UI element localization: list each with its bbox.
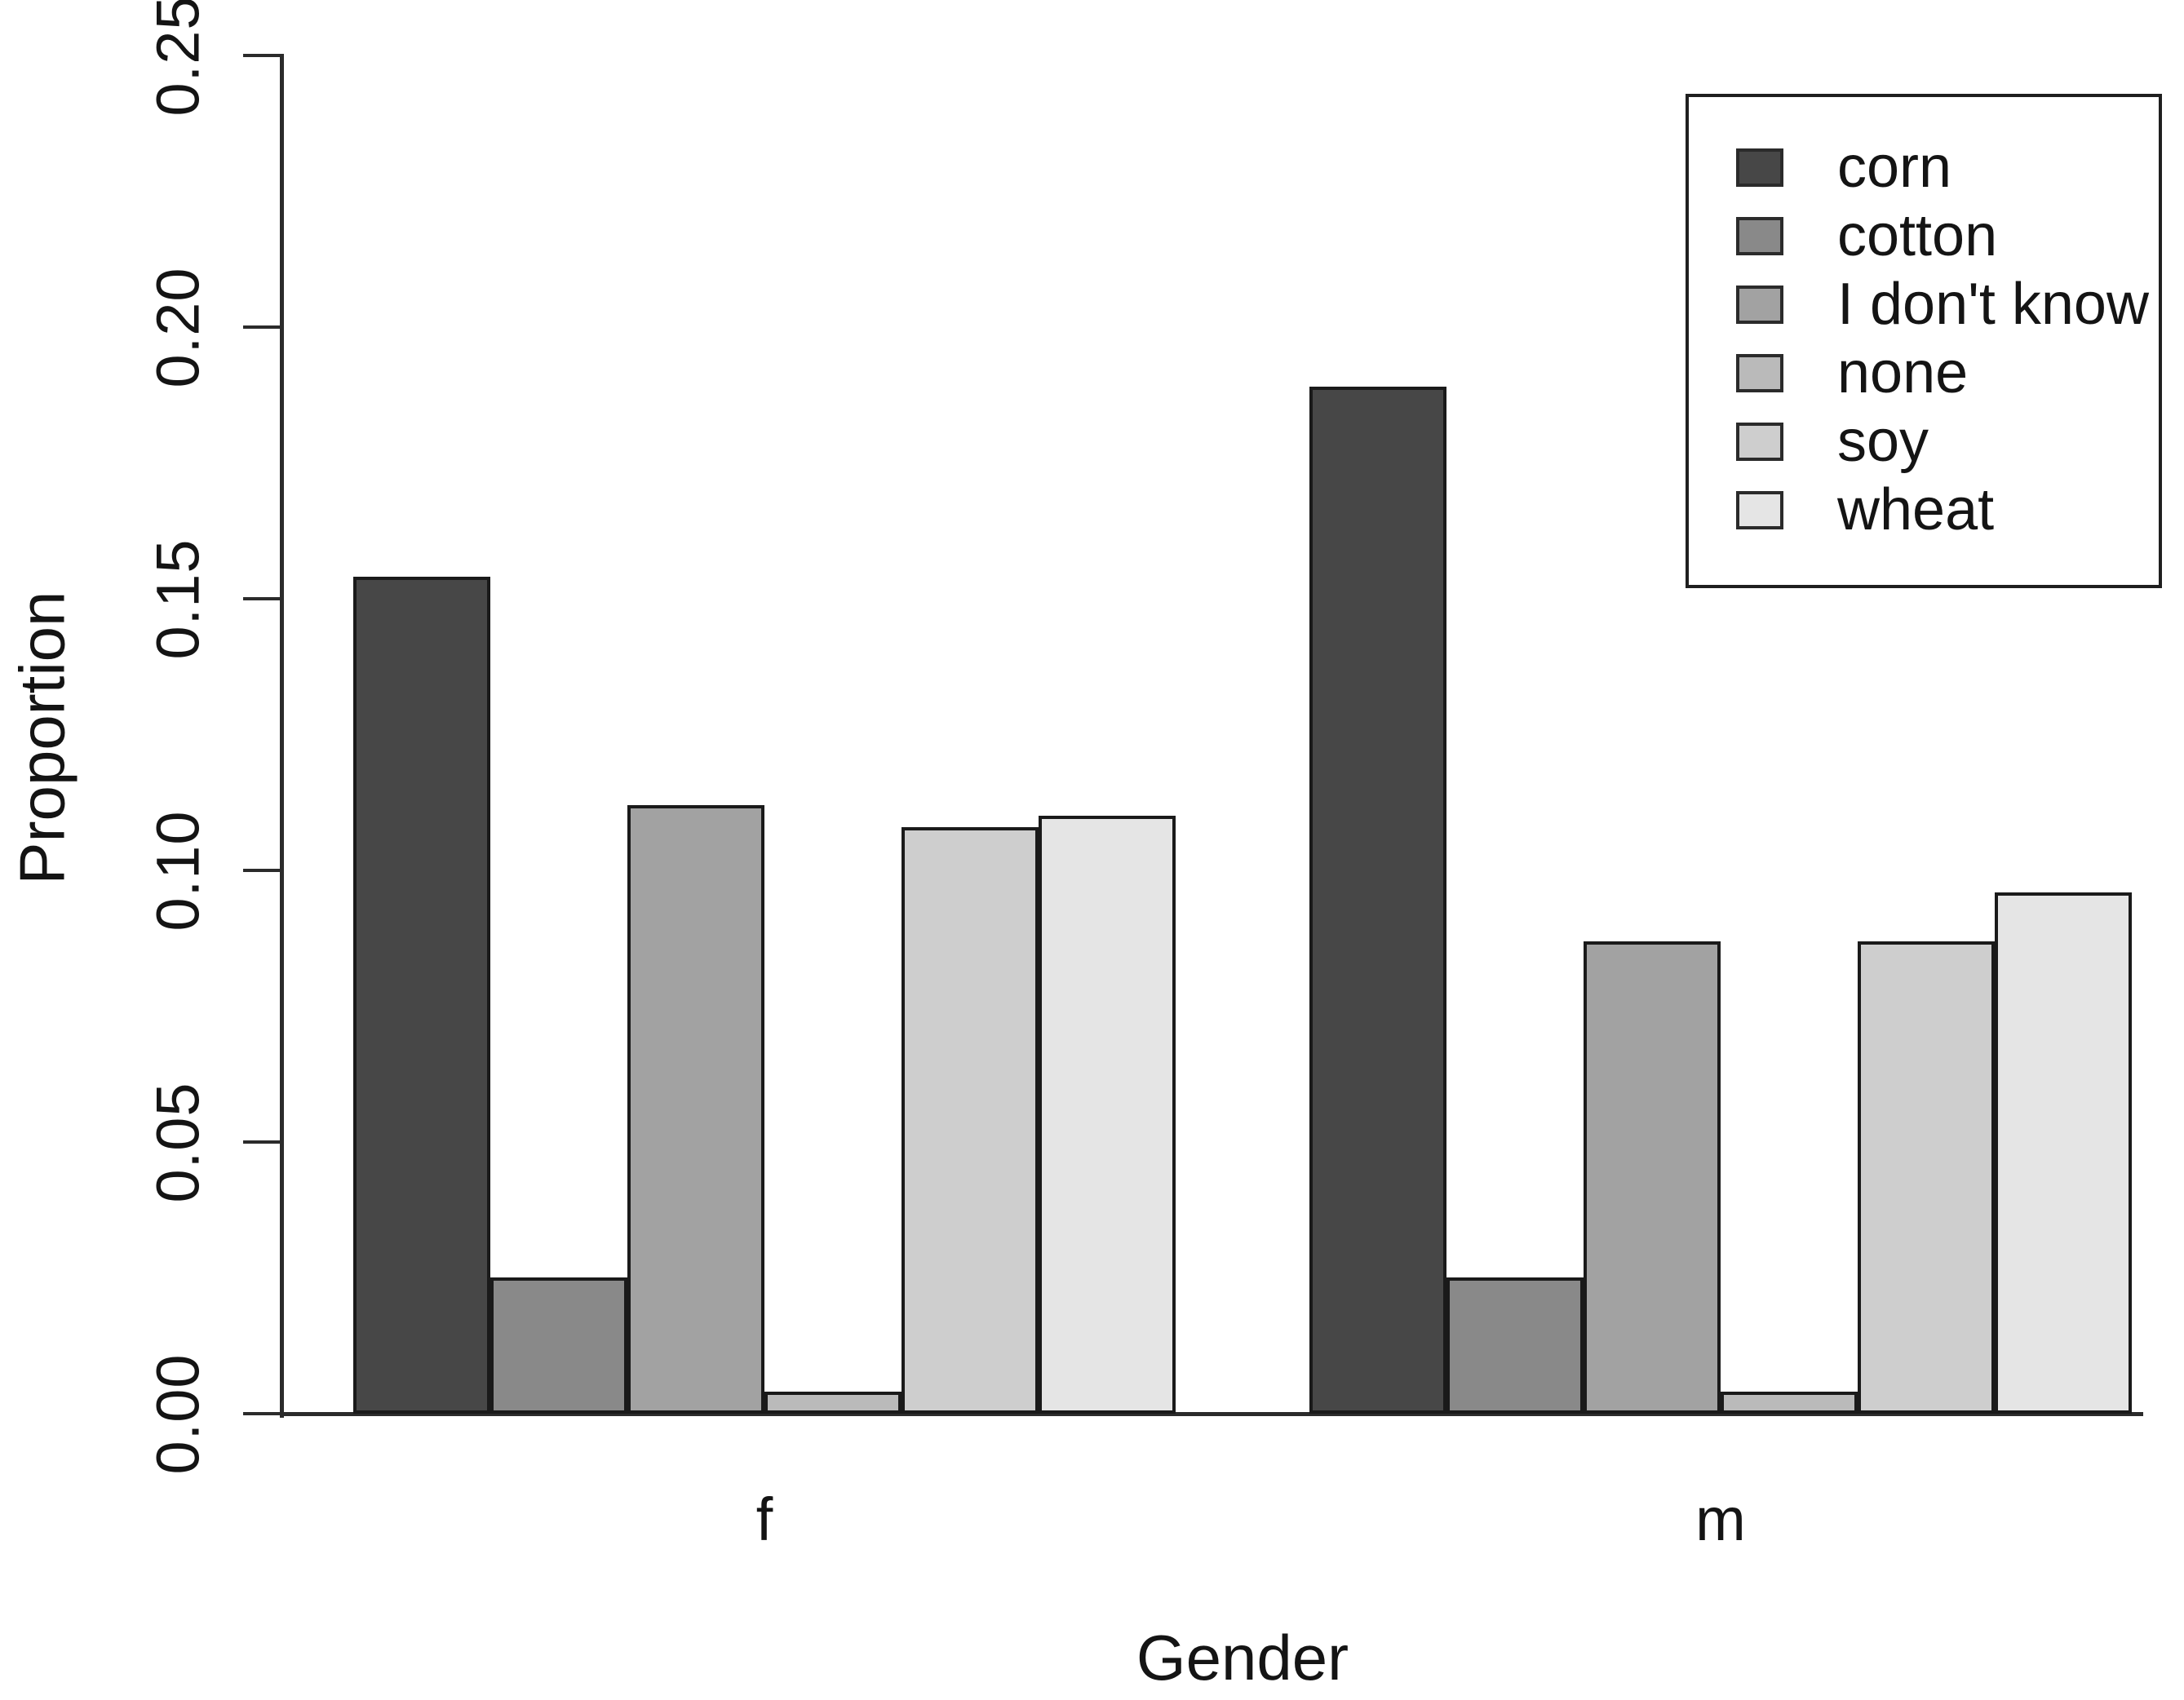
y-axis-title-text: Proportion	[6, 591, 78, 884]
legend-box: corn cotton I don't know none soy wheat	[1686, 94, 2162, 588]
y-tick-label-text: 0.00	[144, 1352, 212, 1475]
legend-item-none: none	[1736, 339, 2159, 407]
legend-swatch-icon	[1736, 422, 1783, 461]
y-tick-0.00	[243, 1412, 282, 1415]
legend-label: corn	[1837, 135, 1952, 200]
legend-item-corn: corn	[1736, 133, 2159, 201]
y-tick-0.05	[243, 1140, 282, 1144]
legend-label: cotton	[1837, 203, 1998, 268]
legend-label: wheat	[1837, 477, 1995, 542]
y-tick-label-text: 0.20	[144, 266, 212, 388]
legend-swatch-icon	[1736, 148, 1783, 187]
bar-m-i-don-t-know	[1584, 941, 1721, 1414]
legend-swatch-icon	[1736, 216, 1783, 255]
legend-label: I don't know	[1837, 272, 2149, 337]
bar-m-soy	[1858, 941, 1995, 1414]
y-tick-label-text: 0.15	[144, 538, 212, 660]
bar-m-corn	[1309, 387, 1446, 1414]
x-category-label-text: f	[755, 1485, 773, 1553]
bar-m-none	[1721, 1392, 1858, 1414]
bar-m-wheat	[1995, 892, 2132, 1414]
y-tick-0.25	[243, 54, 282, 57]
bar-f-i-don-t-know	[627, 805, 764, 1414]
y-tick-0.15	[243, 597, 282, 600]
bar-f-corn	[353, 577, 490, 1414]
legend-label: soy	[1837, 409, 1929, 474]
legend-label: none	[1837, 340, 1969, 405]
x-axis-baseline	[280, 1412, 2143, 1416]
legend-swatch-icon	[1736, 353, 1783, 392]
y-tick-0.20	[243, 325, 282, 329]
legend-item-soy: soy	[1736, 407, 2159, 476]
legend-swatch-icon	[1736, 285, 1783, 324]
legend-swatch-icon	[1736, 490, 1783, 529]
y-tick-label-text: 0.05	[144, 1081, 212, 1203]
bar-f-cotton	[490, 1277, 627, 1414]
bar-f-soy	[902, 827, 1039, 1414]
x-category-label-text: m	[1695, 1485, 1746, 1553]
legend-item-wheat: wheat	[1736, 476, 2159, 544]
legend-item-i-don-t-know: I don't know	[1736, 270, 2159, 339]
y-tick-0.10	[243, 869, 282, 872]
y-tick-label-text: 0.10	[144, 809, 212, 932]
x-axis-title-text: Gender	[1136, 1621, 1349, 1693]
y-tick-label-text: 0.25	[144, 0, 212, 117]
bar-f-none	[764, 1392, 902, 1414]
y-axis-line	[280, 54, 284, 1418]
legend-item-cotton: cotton	[1736, 201, 2159, 270]
bar-m-cotton	[1446, 1277, 1584, 1414]
bar-f-wheat	[1039, 816, 1176, 1414]
